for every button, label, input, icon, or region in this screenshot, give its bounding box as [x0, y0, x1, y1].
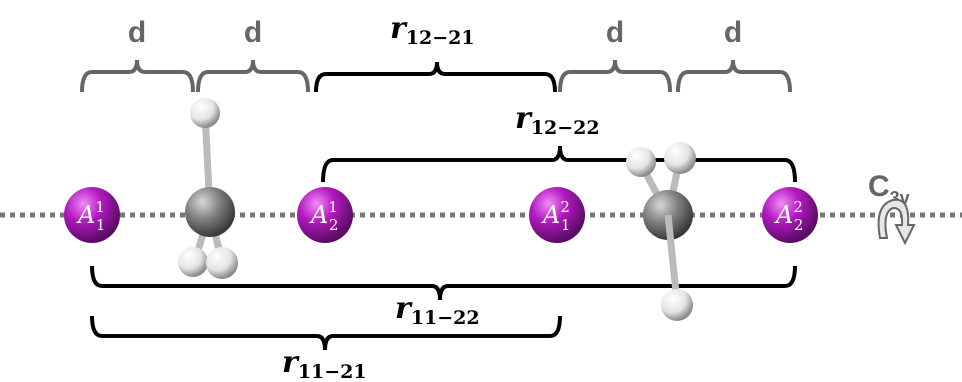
- distance-sub: 12−22: [531, 117, 600, 139]
- atom-sup: 1: [328, 198, 338, 216]
- symmetry-symbol: C: [868, 170, 890, 203]
- atom-sub: 2: [329, 216, 339, 234]
- atom-sup: 2: [793, 198, 803, 216]
- spacing-label: d: [724, 16, 742, 49]
- atom-symbol: A: [541, 201, 560, 229]
- spacing-label: d: [606, 16, 624, 49]
- spacing-label: d: [244, 16, 262, 49]
- distance-label: r12−22: [515, 101, 600, 139]
- distance-sub: 11−22: [411, 307, 480, 329]
- diagram: d d d d r12−21 r12−22 r11−22 r11−21 A11 …: [0, 0, 962, 382]
- distance-sub: 11−21: [298, 361, 367, 382]
- atom-symbol: A: [774, 201, 793, 229]
- methyl-right: [626, 142, 696, 321]
- atom-symbol: A: [309, 201, 328, 229]
- atom-sub: 2: [794, 216, 804, 234]
- atom-sub: 1: [561, 216, 571, 234]
- atom-sup: 2: [560, 198, 570, 216]
- atom-sub: 1: [96, 216, 106, 234]
- distance-label: r12−21: [390, 11, 475, 49]
- atom-symbol: A: [76, 201, 95, 229]
- distance-sub: 12−21: [406, 27, 475, 49]
- methyl-left: [178, 98, 238, 279]
- atom-sup: 1: [95, 198, 105, 216]
- distance-label: r11−21: [282, 345, 367, 382]
- distance-label: r11−22: [395, 291, 480, 329]
- spacing-label: d: [128, 16, 146, 49]
